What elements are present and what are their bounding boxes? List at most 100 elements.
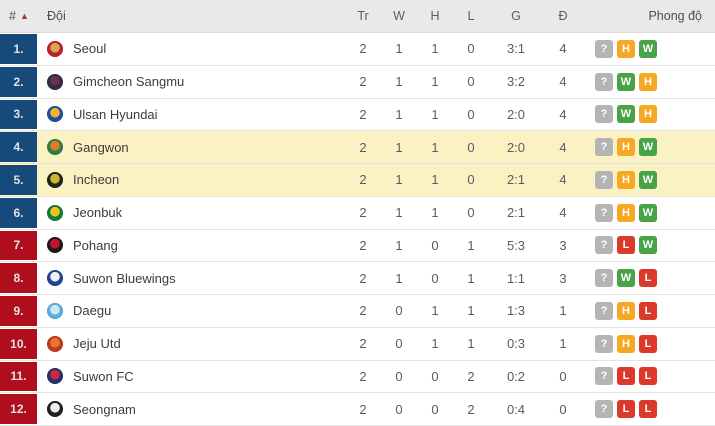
team-name[interactable]: Gimcheon Sangmu — [73, 74, 185, 90]
table-row[interactable]: 12. Seongnam 2 0 0 2 0:4 0? L L — [0, 393, 715, 426]
form-badge[interactable]: H — [617, 138, 635, 157]
team-cell[interactable]: Jeonbuk — [37, 197, 345, 229]
table-row[interactable]: 11. Suwon FC 2 0 0 2 0:2 0? L L — [0, 360, 715, 394]
team-cell[interactable]: Incheon — [37, 164, 345, 196]
form-badge[interactable]: L — [639, 334, 657, 353]
col-goals[interactable]: G — [511, 9, 521, 23]
col-played[interactable]: Tr — [357, 9, 369, 23]
draws-value: 0 — [431, 270, 439, 286]
points-value: 4 — [559, 205, 567, 221]
points-value: 4 — [559, 172, 567, 188]
form-badge[interactable]: L — [639, 269, 657, 288]
form-badge[interactable]: ? — [595, 367, 613, 386]
team-logo-icon — [47, 270, 63, 287]
played-value: 2 — [359, 106, 367, 122]
losses-value: 1 — [467, 237, 475, 253]
table-row[interactable]: 3. Ulsan Hyundai 2 1 1 0 2:0 4? W H — [0, 98, 715, 132]
team-name[interactable]: Suwon Bluewings — [73, 270, 176, 286]
played-value: 2 — [359, 368, 367, 384]
form-badge[interactable]: H — [617, 39, 635, 58]
form-badge[interactable]: W — [639, 236, 657, 255]
team-cell[interactable]: Ulsan Hyundai — [37, 99, 345, 131]
goals-value: 2:1 — [506, 172, 526, 188]
table-row[interactable]: 5. Incheon 2 1 1 0 2:1 4? H W — [0, 164, 715, 197]
team-name[interactable]: Jeju Utd — [73, 336, 121, 352]
goals-value: 1:1 — [506, 270, 526, 286]
form-badge[interactable]: ? — [595, 400, 613, 419]
rank-label: 4. — [0, 132, 37, 162]
form-badge[interactable]: L — [639, 301, 657, 320]
form-badge[interactable]: W — [617, 105, 635, 124]
col-rank[interactable]: # ▲ — [0, 9, 37, 23]
table-row[interactable]: 9. Daegu 2 0 1 1 1:3 1? H L — [0, 295, 715, 328]
form-badge[interactable]: ? — [595, 105, 613, 124]
form-badge[interactable]: L — [617, 367, 635, 386]
form-badge[interactable]: W — [639, 170, 657, 189]
form-badge[interactable]: W — [639, 39, 657, 58]
form-badge[interactable]: W — [617, 72, 635, 91]
draws-value: 0 — [431, 368, 439, 384]
team-cell[interactable]: Jeju Utd — [37, 328, 345, 360]
sort-asc-icon: ▲ — [19, 10, 29, 21]
table-row[interactable]: 1. Seoul 2 1 1 0 3:1 4? H W — [0, 33, 715, 66]
form-badge[interactable]: W — [639, 203, 657, 222]
table-row[interactable]: 8. Suwon Bluewings 2 1 0 1 1:1 3? W L — [0, 262, 715, 295]
form-badge[interactable]: W — [617, 269, 635, 288]
team-name[interactable]: Jeonbuk — [73, 205, 123, 221]
team-name[interactable]: Seoul — [73, 41, 107, 57]
col-form[interactable]: Phong độ — [648, 9, 702, 23]
form-badge[interactable]: H — [617, 334, 635, 353]
draws-value: 1 — [431, 74, 439, 90]
form-badge[interactable]: L — [639, 367, 657, 386]
form-badge[interactable]: ? — [595, 39, 613, 58]
form-badge[interactable]: H — [617, 170, 635, 189]
team-name[interactable]: Suwon FC — [73, 368, 134, 384]
form-badge[interactable]: ? — [595, 236, 613, 255]
team-cell[interactable]: Seoul — [37, 33, 345, 65]
form-badge[interactable]: W — [639, 138, 657, 157]
form-badge[interactable]: ? — [595, 138, 613, 157]
goals-value: 2:1 — [506, 205, 526, 221]
team-logo-icon — [47, 171, 63, 188]
team-name[interactable]: Incheon — [73, 172, 120, 188]
form-cell: ? H W — [583, 164, 715, 196]
form-badge[interactable]: H — [617, 203, 635, 222]
form-badge[interactable]: ? — [595, 334, 613, 353]
col-team[interactable]: Đội — [47, 9, 66, 23]
team-name[interactable]: Gangwon — [73, 139, 129, 155]
table-row[interactable]: 10. Jeju Utd 2 0 1 1 0:3 1? H L — [0, 327, 715, 361]
table-row[interactable]: 4. Gangwon 2 1 1 0 2:0 4? H W — [0, 131, 715, 164]
col-points[interactable]: Đ — [558, 9, 568, 23]
team-name[interactable]: Seongnam — [73, 401, 136, 417]
form-badge[interactable]: H — [617, 301, 635, 320]
points-value: 3 — [559, 237, 567, 253]
form-badge[interactable]: H — [639, 72, 657, 91]
team-cell[interactable]: Daegu — [37, 295, 345, 327]
form-badge[interactable]: L — [617, 236, 635, 255]
col-losses[interactable]: L — [467, 9, 475, 23]
form-badge[interactable]: L — [639, 400, 657, 419]
rank-label: 3. — [0, 99, 37, 130]
form-badge[interactable]: H — [639, 105, 657, 124]
goals-value: 2:0 — [506, 139, 526, 155]
team-cell[interactable]: Gimcheon Sangmu — [37, 66, 345, 98]
form-badge[interactable]: ? — [595, 72, 613, 91]
table-row[interactable]: 2. Gimcheon Sangmu 2 1 1 0 3:2 4? W H — [0, 65, 715, 99]
form-badge[interactable]: ? — [595, 301, 613, 320]
table-row[interactable]: 7. Pohang 2 1 0 1 5:3 3? L W — [0, 229, 715, 263]
form-badge[interactable]: ? — [595, 269, 613, 288]
team-cell[interactable]: Pohang — [37, 230, 345, 262]
team-cell[interactable]: Suwon Bluewings — [37, 262, 345, 294]
team-name[interactable]: Pohang — [73, 237, 118, 253]
form-badge[interactable]: L — [617, 400, 635, 419]
form-badge[interactable]: ? — [595, 170, 613, 189]
col-wins[interactable]: W — [393, 9, 405, 23]
col-draws[interactable]: H — [430, 9, 440, 23]
table-row[interactable]: 6. Jeonbuk 2 1 1 0 2:1 4? H W — [0, 196, 715, 230]
team-name[interactable]: Ulsan Hyundai — [73, 106, 158, 122]
team-name[interactable]: Daegu — [73, 303, 112, 319]
team-cell[interactable]: Gangwon — [37, 131, 345, 163]
team-cell[interactable]: Suwon FC — [37, 361, 345, 393]
team-cell[interactable]: Seongnam — [37, 393, 345, 425]
form-badge[interactable]: ? — [595, 203, 613, 222]
